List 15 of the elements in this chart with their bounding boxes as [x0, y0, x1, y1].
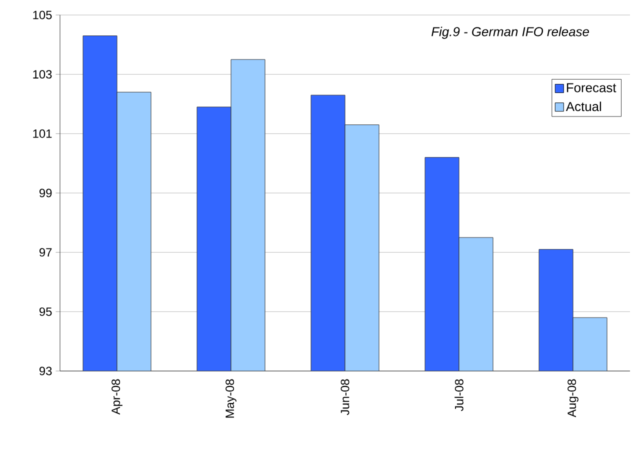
y-tick-label: 105 — [33, 10, 52, 20]
x-tick-label: Aug-08 — [568, 379, 578, 418]
x-tick-label: Jul-08 — [454, 379, 464, 412]
legend-label: Forecast — [566, 83, 616, 92]
y-tick-label: 95 — [39, 307, 52, 316]
y-tick-label: 93 — [39, 366, 52, 376]
y-tick-label: 97 — [39, 248, 52, 257]
y-tick-label: 103 — [33, 70, 52, 79]
legend-label: Actual — [566, 102, 602, 112]
x-tick-label: Jun-08 — [340, 379, 350, 416]
text: Fig.9 - German IFO release — [432, 26, 589, 39]
y-tick-label: 101 — [33, 129, 52, 138]
y-tick-label: 99 — [39, 188, 52, 198]
x-tick-label: Apr-08 — [112, 379, 122, 415]
x-tick-label: May-08 — [226, 379, 236, 418]
